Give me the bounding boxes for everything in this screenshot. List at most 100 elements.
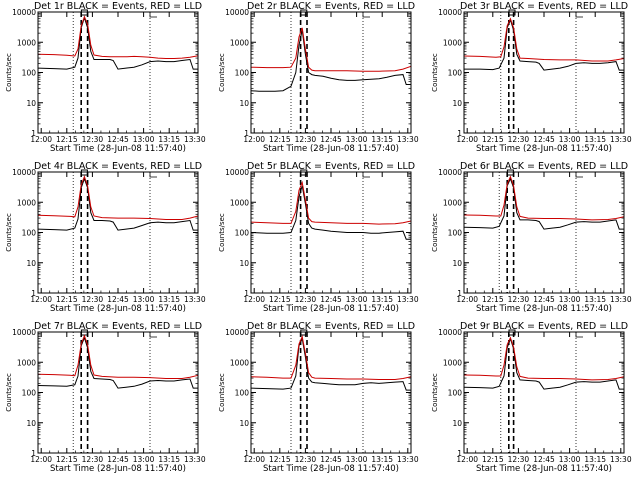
x-tick-label: 12:00 — [456, 455, 478, 464]
x-tick-label: 13:00 — [346, 455, 368, 464]
panel-1: Det 1r BLACK = Events, RED = LLD 1 10 100 10… — [5, 1, 206, 154]
y-tick-label: 1000 — [230, 358, 249, 367]
x-axis-label: Start Time (28-Jun-08 11:57:40) — [263, 144, 399, 154]
x-axis-label: Start Time (28-Jun-08 11:57:40) — [50, 464, 186, 474]
x-tick-label: 12:15 — [56, 455, 78, 464]
series-events-line — [37, 177, 198, 231]
y-tick-label: 10000 — [438, 8, 462, 17]
y-tick-label: 100 — [22, 229, 37, 238]
series-events-line — [250, 30, 411, 92]
x-tick-label: 12:30 — [295, 295, 317, 304]
y-tick-label: 100 — [235, 389, 250, 398]
y-tick-label: 1000 — [230, 38, 249, 47]
panel-5: Det 5r BLACK = Events, RED = LLD 1 10 100 10… — [218, 161, 419, 314]
series-lld-line — [463, 17, 625, 62]
y-tick-label: 10000 — [225, 8, 249, 17]
x-tick-label: 13:30 — [184, 135, 206, 144]
panel-title: Det 8r BLACK = Events, RED = LLD — [247, 321, 415, 332]
x-tick-label: 13:15 — [584, 135, 606, 144]
plot-frame — [250, 11, 412, 134]
x-tick-label: 13:15 — [371, 135, 393, 144]
plot-frame — [463, 11, 625, 134]
x-tick-label: 13:30 — [397, 135, 419, 144]
x-tick-label: 12:30 — [295, 455, 317, 464]
x-tick-label: 12:15 — [482, 135, 504, 144]
x-tick-label: 13:15 — [158, 455, 180, 464]
x-tick-label: 13:30 — [184, 295, 206, 304]
x-tick-label: 12:45 — [320, 295, 342, 304]
y-tick-label: 10 — [452, 419, 462, 428]
x-tick-label: 13:00 — [346, 135, 368, 144]
y-tick-label: 10000 — [12, 8, 36, 17]
y-tick-label: 100 — [235, 69, 250, 78]
x-tick-label: 13:15 — [158, 295, 180, 304]
x-tick-label: 12:45 — [320, 135, 342, 144]
x-tick-label: 13:00 — [559, 455, 581, 464]
interval-end-marker — [575, 332, 583, 338]
interval-end-marker — [149, 172, 157, 178]
series-lld-line — [37, 334, 199, 379]
panel-title: Det 3r BLACK = Events, RED = LLD — [460, 1, 628, 12]
y-tick-label: 10000 — [438, 328, 462, 337]
y-tick-label: 100 — [22, 69, 37, 78]
y-tick-label: 1 — [457, 289, 462, 298]
series-events-line — [250, 185, 411, 240]
panel-title: Det 5r BLACK = Events, RED = LLD — [247, 161, 415, 172]
y-tick-label: 10000 — [438, 168, 462, 177]
x-tick-label: 13:30 — [610, 295, 632, 304]
x-tick-label: 12:30 — [82, 135, 104, 144]
y-tick-label: 100 — [448, 229, 463, 238]
plot-frame — [37, 331, 199, 454]
x-tick-label: 12:00 — [456, 135, 478, 144]
x-axis-label: Start Time (28-Jun-08 11:57:40) — [476, 464, 612, 474]
x-tick-label: 12:30 — [508, 135, 530, 144]
x-axis-label: Start Time (28-Jun-08 11:57:40) — [50, 144, 186, 154]
x-tick-label: 13:00 — [133, 135, 155, 144]
series-events-line — [37, 336, 198, 389]
panel-6: Det 6r BLACK = Events, RED = LLD 1 10 100 10… — [431, 161, 632, 314]
x-tick-label: 12:00 — [456, 295, 478, 304]
panel-7: Det 7r BLACK = Events, RED = LLD 1 10 100 10… — [5, 321, 206, 474]
panel-title: Det 6r BLACK = Events, RED = LLD — [460, 161, 628, 172]
x-tick-label: 13:00 — [559, 295, 581, 304]
interval-end-marker — [149, 12, 157, 18]
interval-end-marker — [575, 172, 583, 178]
series-events-line — [463, 177, 624, 230]
y-tick-label: 10 — [239, 419, 249, 428]
series-events-line — [464, 18, 624, 71]
series-lld-line — [250, 180, 412, 225]
x-tick-label: 12:30 — [82, 295, 104, 304]
y-axis-label: Counts/sec — [431, 373, 439, 412]
panel-2: Det 2r BLACK = Events, RED = LLD 1 10 100 10… — [218, 1, 419, 154]
x-tick-label: 12:15 — [269, 135, 291, 144]
y-tick-label: 1000 — [17, 358, 36, 367]
y-tick-label: 1000 — [443, 38, 462, 47]
interval-end-marker — [362, 12, 370, 18]
y-tick-label: 1 — [31, 129, 36, 138]
y-tick-label: 100 — [448, 69, 463, 78]
y-tick-label: 10 — [239, 259, 249, 268]
y-tick-label: 10 — [26, 259, 36, 268]
plot-frame — [463, 331, 625, 454]
interval-end-marker — [362, 332, 370, 338]
y-tick-label: 1000 — [443, 198, 462, 207]
x-tick-label: 13:15 — [371, 455, 393, 464]
panel-title: Det 9r BLACK = Events, RED = LLD — [460, 321, 628, 332]
x-tick-label: 12:00 — [243, 455, 265, 464]
y-axis-label: Counts/sec — [218, 53, 226, 92]
y-tick-label: 1 — [31, 449, 36, 458]
y-tick-label: 1 — [457, 449, 462, 458]
x-tick-label: 12:30 — [508, 295, 530, 304]
y-axis-label: Counts/sec — [5, 53, 13, 92]
x-tick-label: 12:45 — [533, 295, 555, 304]
y-tick-label: 100 — [448, 389, 463, 398]
y-axis-label: Counts/sec — [5, 213, 13, 252]
x-axis-label: Start Time (28-Jun-08 11:57:40) — [50, 304, 186, 314]
y-tick-label: 10000 — [225, 328, 249, 337]
x-tick-label: 12:15 — [269, 295, 291, 304]
x-tick-label: 13:30 — [397, 295, 419, 304]
y-tick-label: 10 — [239, 99, 249, 108]
series-lld-line — [250, 335, 412, 380]
x-tick-label: 13:15 — [584, 455, 606, 464]
